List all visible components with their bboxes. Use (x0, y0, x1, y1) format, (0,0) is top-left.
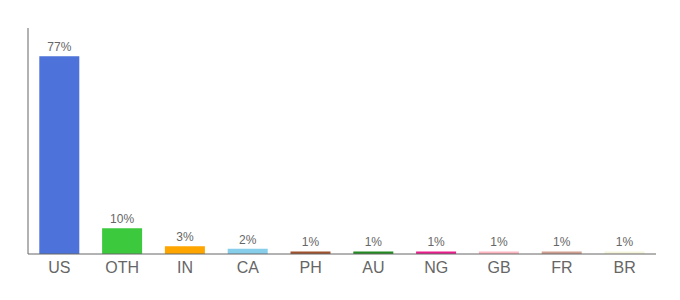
svg-text:PH: PH (299, 259, 321, 276)
svg-text:NG: NG (424, 259, 448, 276)
svg-text:2%: 2% (239, 233, 257, 247)
svg-text:BR: BR (613, 259, 635, 276)
svg-text:1%: 1% (427, 235, 445, 249)
svg-text:1%: 1% (616, 235, 634, 249)
svg-text:1%: 1% (490, 235, 508, 249)
svg-text:AU: AU (362, 259, 384, 276)
svg-text:IN: IN (177, 259, 193, 276)
svg-text:US: US (48, 259, 70, 276)
svg-text:1%: 1% (553, 235, 571, 249)
svg-text:3%: 3% (176, 230, 194, 244)
svg-text:77%: 77% (47, 40, 71, 54)
svg-text:10%: 10% (110, 212, 134, 226)
svg-text:FR: FR (551, 259, 572, 276)
svg-text:CA: CA (237, 259, 260, 276)
svg-text:OTH: OTH (105, 259, 139, 276)
svg-text:GB: GB (487, 259, 510, 276)
svg-text:1%: 1% (302, 235, 320, 249)
svg-text:1%: 1% (365, 235, 383, 249)
